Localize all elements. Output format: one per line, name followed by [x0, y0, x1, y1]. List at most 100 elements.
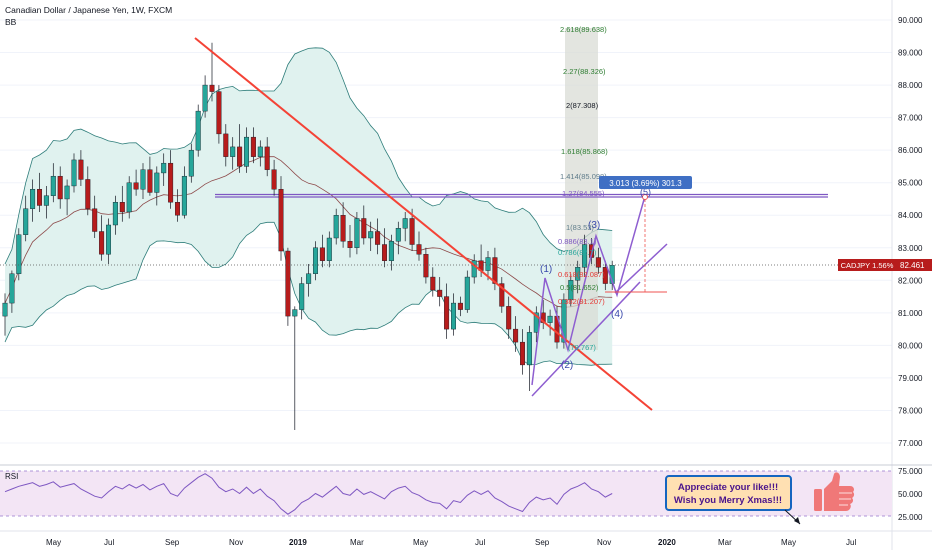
- time-tick: May: [781, 538, 796, 547]
- candle-body: [361, 218, 367, 239]
- candle-body: [506, 306, 512, 330]
- candle-body: [451, 302, 457, 330]
- candle-body: [105, 224, 111, 255]
- fib-level-0618: 0.618(82.087): [558, 270, 605, 279]
- candle-body: [568, 280, 574, 301]
- time-axis[interactable]: May Jul Sep Nov 2019 Mar May Jul Sep Nov…: [46, 538, 856, 547]
- measure-label-box: [599, 176, 692, 189]
- downtrend-line[interactable]: [194, 37, 653, 411]
- candle-body: [50, 175, 56, 196]
- candle-body: [313, 247, 319, 274]
- wave-1-label: (1): [540, 264, 552, 275]
- price-tick: 79.000: [898, 374, 923, 383]
- candle-body: [230, 146, 236, 157]
- candle-body: [388, 241, 394, 261]
- time-tick: May: [413, 538, 428, 547]
- wave-channel-upper[interactable]: [614, 243, 668, 294]
- candle-body: [520, 341, 526, 366]
- candle-body: [237, 146, 243, 167]
- price-tick: 80.000: [898, 341, 923, 350]
- price-tick: 78.000: [898, 406, 923, 415]
- price-tick: 77.000: [898, 439, 923, 448]
- candle-body: [368, 231, 374, 239]
- fib-level-0: (79.767): [568, 343, 596, 352]
- candle-body: [561, 299, 567, 343]
- candle-body: [250, 136, 256, 157]
- price-tick: 89.000: [898, 49, 923, 58]
- candle-body: [209, 84, 215, 92]
- candle-body: [513, 328, 519, 343]
- candle-body: [37, 188, 43, 206]
- candle-body: [174, 202, 180, 216]
- greeting-line-2: Wish you Merry Xmas!!!: [674, 495, 782, 506]
- candle-body: [285, 250, 291, 317]
- candle-body: [223, 133, 229, 157]
- candle-body: [9, 273, 15, 304]
- candle-body: [168, 162, 174, 203]
- candle-body: [582, 244, 588, 268]
- time-tick: Sep: [535, 538, 550, 547]
- fib-level-2618: 2.618(89.638): [560, 25, 607, 34]
- time-tick: Sep: [165, 538, 180, 547]
- time-tick: 2020: [658, 538, 676, 547]
- candle-body: [602, 267, 608, 284]
- wave-channel-lower[interactable]: [531, 281, 641, 397]
- candle-body: [299, 283, 305, 310]
- candle-body: [395, 228, 401, 242]
- fib-level-0886: 0.886(83.1): [558, 237, 597, 246]
- candle-body: [243, 136, 249, 167]
- price-tick: 84.000: [898, 211, 923, 220]
- candle-body: [382, 244, 388, 261]
- candle-body: [499, 283, 505, 307]
- candle-body: [326, 237, 332, 261]
- fib-level-1414: 1.414(85.098): [560, 172, 607, 181]
- candle-body: [485, 257, 491, 271]
- rsi-tick-75: 75.000: [898, 467, 923, 476]
- price-axis[interactable]: 90.000 89.000 88.000 87.000 86.000 85.000 84.0…: [898, 16, 923, 448]
- time-tick: Mar: [350, 538, 364, 547]
- chart-title: Canadian Dollar / Japanese Yen, 1W, FXCM: [5, 5, 172, 15]
- greeting-pointer-head: [794, 517, 800, 524]
- candle-body: [547, 315, 553, 323]
- current-symbol-label: CADJPY 1.56%: [841, 261, 894, 270]
- candle-body: [430, 276, 436, 291]
- rsi-tick-50: 50.000: [898, 490, 923, 499]
- time-tick: 2019: [289, 538, 307, 547]
- fib-level-0786: 0.786(82.7): [558, 248, 597, 257]
- candle-body: [278, 188, 284, 252]
- candle-body: [595, 257, 601, 268]
- candle-body: [409, 218, 415, 245]
- time-tick: Mar: [718, 538, 732, 547]
- candle-body: [416, 244, 422, 255]
- candle-body: [471, 260, 477, 278]
- time-tick: May: [46, 538, 61, 547]
- candle-body: [271, 169, 277, 190]
- candle-body: [85, 179, 91, 209]
- wave-2-label: (2): [561, 360, 573, 371]
- candle-body: [375, 231, 381, 245]
- time-tick: Jul: [104, 538, 114, 547]
- wave-3-label: (3): [588, 220, 600, 231]
- elliott-wave-path[interactable]: [531, 195, 646, 386]
- candle-body: [140, 169, 146, 190]
- rsi-line: [4, 473, 613, 515]
- greeting-note[interactable]: Appreciate your like!!! Wish you Merry X…: [665, 475, 801, 525]
- candle-body: [181, 175, 187, 216]
- price-tick: 83.000: [898, 244, 923, 253]
- candle-body: [340, 215, 346, 242]
- candle-body: [526, 332, 532, 366]
- candle-body: [154, 172, 160, 193]
- candle-body: [30, 188, 36, 209]
- bollinger-band-fill: [5, 47, 613, 366]
- greeting-line-1: Appreciate your like!!!: [678, 482, 778, 493]
- price-tick: 87.000: [898, 114, 923, 123]
- candle-body: [112, 202, 118, 226]
- candle-body: [216, 91, 222, 135]
- fib-level-1618: 1.618(85.868): [561, 147, 608, 156]
- candle-body: [347, 241, 353, 248]
- rsi-tick-25: 25.000: [898, 513, 923, 522]
- rsi-label: RSI: [5, 472, 18, 481]
- candle-body: [133, 182, 139, 190]
- candle-body: [292, 309, 298, 317]
- fib-level-2: 2(87.308): [566, 101, 599, 110]
